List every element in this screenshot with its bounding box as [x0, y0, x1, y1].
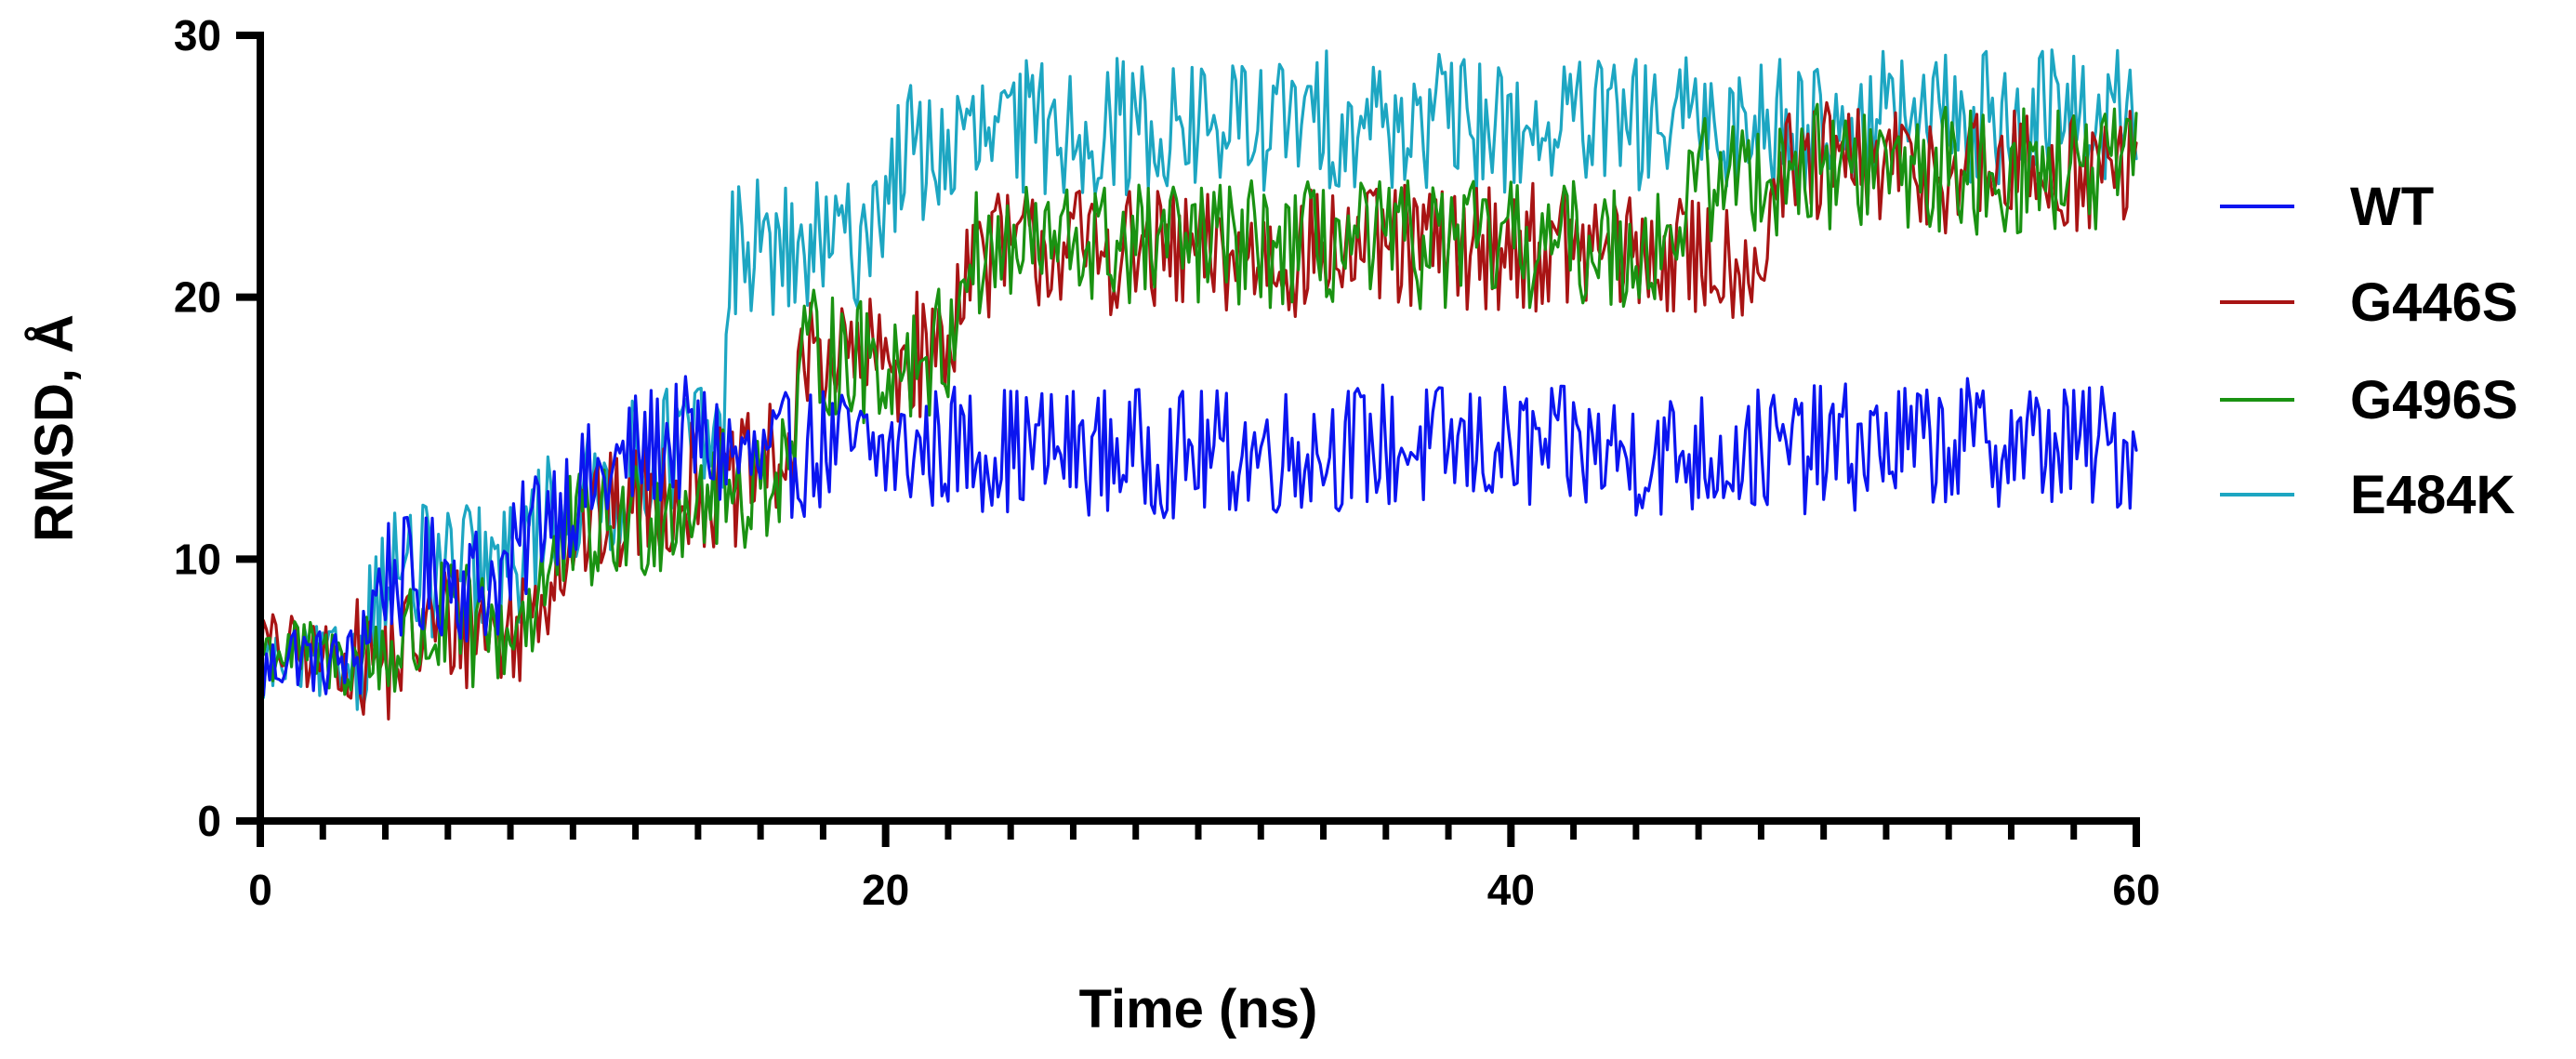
legend-label-g496s: G496S — [2350, 370, 2518, 430]
series-line-g496s — [258, 102, 2138, 696]
y-tick-label: 30 — [174, 11, 221, 60]
x-tick-label: 60 — [2112, 866, 2160, 914]
x-tick-label: 40 — [1487, 866, 1535, 914]
series-line-g446s — [258, 100, 2138, 721]
series-layer — [258, 48, 2138, 721]
ticks-layer: 0 10 20 30 0 20 40 60 — [174, 11, 2160, 914]
x-tick-label: 20 — [862, 866, 909, 914]
y-tick-label: 20 — [174, 273, 221, 322]
x-tick-label: 0 — [248, 866, 272, 914]
x-axis-title: Time (ns) — [1079, 979, 1318, 1039]
y-axis-title: RMSD, Å — [24, 314, 85, 542]
legend-label-e484k: E484K — [2350, 465, 2515, 525]
series-line-wt — [258, 375, 2138, 697]
y-tick-label: 10 — [174, 535, 221, 583]
y-tick-label: 0 — [197, 797, 221, 845]
legend-label-wt: WT — [2350, 177, 2434, 237]
legend: WT G446S G496S E484K — [2220, 177, 2518, 525]
legend-label-g446s: G446S — [2350, 272, 2518, 333]
